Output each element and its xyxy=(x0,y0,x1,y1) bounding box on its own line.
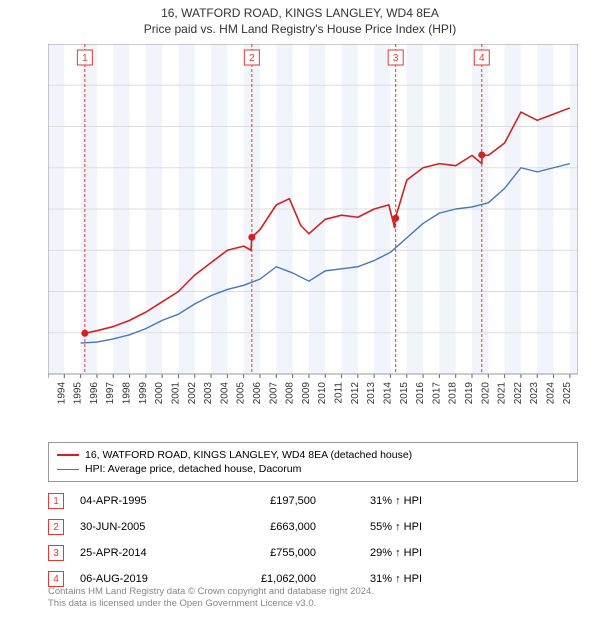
sale-badge: 2 xyxy=(48,519,64,535)
svg-text:2014: 2014 xyxy=(382,382,393,405)
svg-text:2002: 2002 xyxy=(187,382,198,405)
svg-text:1: 1 xyxy=(82,53,88,64)
svg-text:2024: 2024 xyxy=(546,382,557,405)
svg-text:2022: 2022 xyxy=(513,382,524,405)
sales-table: 1 04-APR-1995 £197,500 31% ↑ HPI 2 30-JUN-200… xyxy=(48,488,578,592)
svg-text:2017: 2017 xyxy=(431,382,442,405)
legend-swatch xyxy=(57,454,79,456)
chart-title-block: 16, WATFORD ROAD, KINGS LANGLEY, WD4 8EA… xyxy=(0,0,600,38)
svg-text:4: 4 xyxy=(479,53,485,64)
svg-text:3: 3 xyxy=(393,53,399,64)
svg-text:2015: 2015 xyxy=(399,382,410,405)
svg-text:2019: 2019 xyxy=(464,382,475,405)
sale-badge: 3 xyxy=(48,545,64,561)
svg-text:2009: 2009 xyxy=(301,382,312,405)
svg-text:1996: 1996 xyxy=(89,382,100,405)
svg-text:2004: 2004 xyxy=(219,382,230,405)
svg-text:2013: 2013 xyxy=(366,382,377,405)
chart-legend: 16, WATFORD ROAD, KINGS LANGLEY, WD4 8EA… xyxy=(48,442,578,482)
sale-pct: 29% ↑ HPI xyxy=(332,547,422,559)
svg-text:2007: 2007 xyxy=(268,382,279,405)
sale-date: 30-JUN-2005 xyxy=(80,521,200,533)
sale-pct: 31% ↑ HPI xyxy=(332,495,422,507)
svg-text:2021: 2021 xyxy=(497,382,508,405)
svg-text:2025: 2025 xyxy=(562,382,573,405)
svg-text:2016: 2016 xyxy=(415,382,426,405)
svg-text:2008: 2008 xyxy=(285,382,296,405)
svg-text:2020: 2020 xyxy=(480,382,491,405)
svg-text:2012: 2012 xyxy=(350,382,361,405)
svg-text:2018: 2018 xyxy=(448,382,459,405)
sale-price: £1,062,000 xyxy=(216,573,316,585)
sale-price: £197,500 xyxy=(216,495,316,507)
sale-pct: 31% ↑ HPI xyxy=(332,573,422,585)
sale-row: 1 04-APR-1995 £197,500 31% ↑ HPI xyxy=(48,488,578,514)
svg-text:2: 2 xyxy=(249,53,255,64)
svg-text:2000: 2000 xyxy=(154,382,165,405)
legend-label: HPI: Average price, detached house, Daco… xyxy=(85,463,301,475)
svg-text:1993: 1993 xyxy=(48,382,51,405)
footer-line1: Contains HM Land Registry data © Crown c… xyxy=(48,586,578,598)
license-footer: Contains HM Land Registry data © Crown c… xyxy=(48,586,578,611)
svg-text:2023: 2023 xyxy=(529,382,540,405)
sale-badge: 4 xyxy=(48,571,64,587)
svg-text:1995: 1995 xyxy=(73,382,84,405)
legend-label: 16, WATFORD ROAD, KINGS LANGLEY, WD4 8EA… xyxy=(85,449,412,461)
footer-line2: This data is licensed under the Open Gov… xyxy=(48,598,578,610)
svg-text:1997: 1997 xyxy=(105,382,116,405)
svg-text:1998: 1998 xyxy=(122,382,133,405)
svg-text:2003: 2003 xyxy=(203,382,214,405)
svg-text:1999: 1999 xyxy=(138,382,149,405)
sale-badge: 1 xyxy=(48,493,64,509)
sale-date: 04-APR-1995 xyxy=(80,495,200,507)
title-subtitle: Price paid vs. HM Land Registry's House … xyxy=(10,22,590,36)
sale-date: 06-AUG-2019 xyxy=(80,573,200,585)
sale-pct: 55% ↑ HPI xyxy=(332,521,422,533)
legend-item: 16, WATFORD ROAD, KINGS LANGLEY, WD4 8EA… xyxy=(57,449,569,461)
svg-text:2006: 2006 xyxy=(252,382,263,405)
svg-text:2001: 2001 xyxy=(170,382,181,405)
legend-swatch xyxy=(57,469,79,470)
sale-price: £755,000 xyxy=(216,547,316,559)
svg-text:1994: 1994 xyxy=(56,382,67,405)
svg-text:2011: 2011 xyxy=(334,382,345,404)
svg-text:2010: 2010 xyxy=(317,382,328,405)
price-chart: £0£200K£400K£600K£800K£1M£1.2M£1.4M£1.6M… xyxy=(48,44,578,404)
sale-row: 3 25-APR-2014 £755,000 29% ↑ HPI xyxy=(48,540,578,566)
title-address: 16, WATFORD ROAD, KINGS LANGLEY, WD4 8EA xyxy=(10,6,590,20)
sale-price: £663,000 xyxy=(216,521,316,533)
sale-date: 25-APR-2014 xyxy=(80,547,200,559)
chart-svg: £0£200K£400K£600K£800K£1M£1.2M£1.4M£1.6M… xyxy=(48,44,578,444)
svg-text:2005: 2005 xyxy=(236,382,247,405)
legend-item: HPI: Average price, detached house, Daco… xyxy=(57,463,569,475)
sale-row: 2 30-JUN-2005 £663,000 55% ↑ HPI xyxy=(48,514,578,540)
